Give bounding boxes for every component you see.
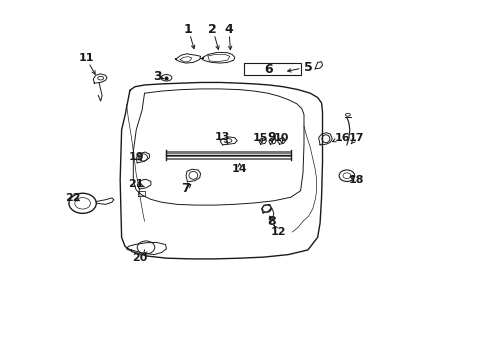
- Text: 21: 21: [128, 179, 143, 189]
- Text: 20: 20: [132, 253, 147, 263]
- Text: 12: 12: [270, 227, 286, 237]
- Text: 22: 22: [65, 193, 81, 203]
- Text: 16: 16: [333, 133, 349, 143]
- Text: 10: 10: [273, 133, 288, 143]
- Text: 15: 15: [252, 133, 268, 143]
- Ellipse shape: [345, 113, 349, 116]
- Text: 19: 19: [128, 152, 144, 162]
- Text: 4: 4: [224, 23, 233, 36]
- Text: 2: 2: [208, 23, 217, 36]
- Text: 5: 5: [303, 60, 312, 73]
- Text: 18: 18: [348, 175, 364, 185]
- Text: 7: 7: [181, 183, 190, 195]
- Text: 6: 6: [264, 63, 273, 76]
- Text: 1: 1: [183, 23, 192, 36]
- Text: 11: 11: [78, 53, 94, 63]
- Text: 8: 8: [266, 215, 275, 228]
- Text: 13: 13: [214, 132, 230, 142]
- Text: 3: 3: [153, 69, 162, 82]
- Text: 17: 17: [348, 133, 364, 143]
- Bar: [244, 63, 300, 75]
- Text: 14: 14: [231, 164, 247, 174]
- Text: 9: 9: [266, 131, 275, 144]
